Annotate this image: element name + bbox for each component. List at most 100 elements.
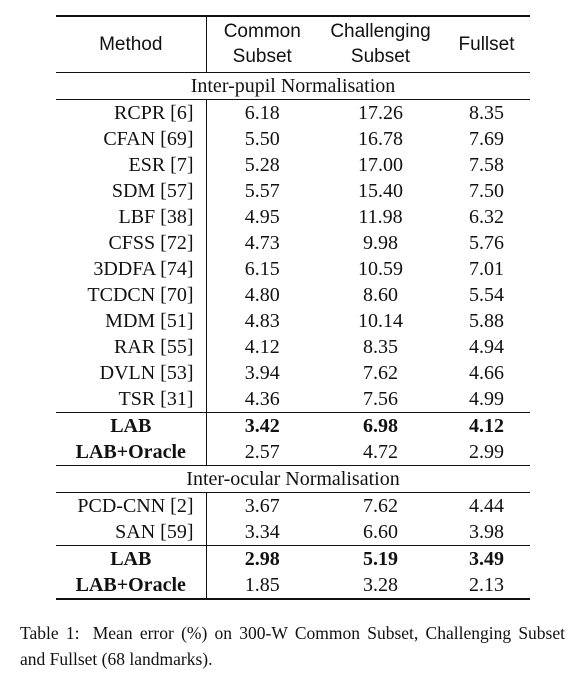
cell-challenging-subset: 15.40	[358, 180, 403, 202]
cell-fullset: 3.98	[469, 521, 504, 543]
cell-challenging-subset: 8.60	[363, 284, 398, 306]
header-challenging-line2: Subset	[350, 46, 411, 67]
cell-common-subset: 4.80	[244, 284, 280, 306]
cell-fullset: 7.58	[469, 154, 504, 176]
table-row-ours: LAB 3.42 6.98 4.12	[56, 412, 530, 439]
results-table-container: Method Common Subset Challenging Subset …	[56, 15, 530, 600]
cell-method: LAB	[56, 412, 207, 439]
cell-challenging-subset: 3.28	[318, 572, 443, 600]
cell-method: 3DDFA [74]	[56, 256, 207, 282]
cell-method: SDM [57]	[56, 178, 207, 204]
table-body: Inter-pupil Normalisation RCPR [6] 6.18 17.…	[56, 72, 530, 600]
cell-common-subset: 3.94	[244, 362, 280, 384]
header-common-line2: Subset	[232, 46, 292, 67]
cell-common-subset: 4.12	[244, 336, 280, 358]
cell-method: TSR [31]	[56, 386, 207, 413]
cell-method: RCPR [6]	[56, 99, 207, 126]
cell-common-subset: 3.42	[206, 412, 318, 439]
table-row: 3DDFA [74] 6.15 10.59 7.01	[56, 256, 530, 282]
table-row: RAR [55] 4.12 8.35 4.94	[56, 334, 530, 360]
table-row: SAN [59] 3.34 6.60 3.98	[56, 519, 530, 546]
cell-challenging-subset: 17.26	[358, 102, 403, 124]
cell-common-subset: 5.57	[244, 180, 280, 202]
cell-common-subset: 3.34	[244, 521, 280, 543]
table-row: CFSS [72] 4.73 9.98 5.76	[56, 230, 530, 256]
cell-method: PCD-CNN [2]	[56, 492, 207, 519]
cell-challenging-subset: 16.78	[358, 128, 403, 150]
cell-fullset: 4.66	[469, 362, 504, 384]
header-challenging-line1: Challenging	[330, 21, 431, 42]
cell-method: CFAN [69]	[56, 126, 207, 152]
cell-method: SAN [59]	[56, 519, 207, 546]
header-fullset: Fullset	[443, 15, 530, 73]
cell-challenging-subset: 6.98	[318, 412, 443, 439]
results-table: Method Common Subset Challenging Subset …	[56, 15, 530, 600]
cell-challenging-subset: 7.62	[363, 495, 398, 517]
table-row-ours: LAB 2.98 5.19 3.49	[56, 545, 530, 572]
caption-label: Table 1:	[20, 623, 80, 643]
table-row: TSR [31] 4.36 7.56 4.99	[56, 386, 530, 413]
cell-common-subset: 4.95	[244, 206, 280, 228]
cell-method: ESR [7]	[56, 152, 207, 178]
cell-challenging-subset: 4.72	[363, 441, 398, 463]
table-row: TCDCN [70] 4.80 8.60 5.54	[56, 282, 530, 308]
cell-common-subset: 2.57	[244, 441, 280, 463]
cell-challenging-subset: 8.35	[363, 336, 398, 358]
cell-fullset: 5.54	[469, 284, 504, 306]
table-row: LBF [38] 4.95 11.98 6.32	[56, 204, 530, 230]
section-header-row: Inter-ocular Normalisation	[56, 465, 530, 493]
cell-fullset: 2.99	[469, 441, 504, 463]
table-row: DVLN [53] 3.94 7.62 4.66	[56, 360, 530, 386]
cell-challenging-subset: 9.98	[363, 232, 398, 254]
cell-method: RAR [55]	[56, 334, 207, 360]
cell-common-subset: 4.73	[244, 232, 280, 254]
cell-fullset: 6.32	[469, 206, 504, 228]
cell-fullset: 8.35	[469, 102, 504, 124]
cell-common-subset: 5.50	[244, 128, 280, 150]
cell-fullset: 2.13	[443, 572, 530, 600]
cell-challenging-subset: 10.59	[358, 258, 403, 280]
cell-method: MDM [51]	[56, 308, 207, 334]
cell-fullset: 5.88	[469, 310, 504, 332]
header-method: Method	[56, 15, 207, 73]
section-header-row: Inter-pupil Normalisation	[56, 72, 530, 100]
cell-method: LAB	[56, 545, 207, 572]
cell-method: DVLN [53]	[56, 360, 207, 386]
table-row: ESR [7] 5.28 17.00 7.58	[56, 152, 530, 178]
cell-common-subset: 4.36	[244, 388, 280, 410]
caption-text: Mean error (%) on 300-W Common Subset, C…	[20, 623, 565, 669]
table-row-ours: LAB+Oracle 1.85 3.28 2.13	[56, 572, 530, 600]
table-row: RCPR [6] 6.18 17.26 8.35	[56, 99, 530, 126]
header-challenging-subset: Challenging Subset	[318, 15, 443, 73]
cell-fullset: 3.49	[443, 545, 530, 572]
cell-common-subset: 1.85	[206, 572, 318, 600]
cell-challenging-subset: 7.62	[363, 362, 398, 384]
cell-method: LAB+Oracle	[56, 439, 207, 466]
cell-fullset: 7.01	[469, 258, 504, 280]
cell-fullset: 4.12	[443, 412, 530, 439]
cell-fullset: 4.94	[469, 336, 504, 358]
cell-challenging-subset: 6.60	[363, 521, 398, 543]
cell-method: LBF [38]	[56, 204, 207, 230]
cell-method: CFSS [72]	[56, 230, 207, 256]
cell-fullset: 5.76	[469, 232, 504, 254]
cell-method: TCDCN [70]	[56, 282, 207, 308]
cell-fullset: 7.50	[469, 180, 504, 202]
cell-fullset: 4.44	[469, 495, 504, 517]
table-row: SDM [57] 5.57 15.40 7.50	[56, 178, 530, 204]
table-caption: Table 1: Mean error (%) on 300-W Common …	[20, 620, 565, 672]
cell-challenging-subset: 10.14	[358, 310, 403, 332]
cell-common-subset: 3.67	[244, 495, 280, 517]
table-row: PCD-CNN [2] 3.67 7.62 4.44	[56, 492, 530, 519]
cell-challenging-subset: 5.19	[318, 545, 443, 572]
cell-challenging-subset: 17.00	[358, 154, 403, 176]
table-row: MDM [51] 4.83 10.14 5.88	[56, 308, 530, 334]
cell-common-subset: 5.28	[244, 154, 280, 176]
section-title: Inter-pupil Normalisation	[56, 72, 530, 100]
cell-common-subset: 2.98	[206, 545, 318, 572]
section-title: Inter-ocular Normalisation	[56, 465, 530, 493]
cell-challenging-subset: 7.56	[363, 388, 398, 410]
table-row-ours: LAB+Oracle 2.57 4.72 2.99	[56, 439, 530, 466]
cell-common-subset: 4.83	[244, 310, 280, 332]
header-common-line1: Common	[223, 21, 301, 42]
